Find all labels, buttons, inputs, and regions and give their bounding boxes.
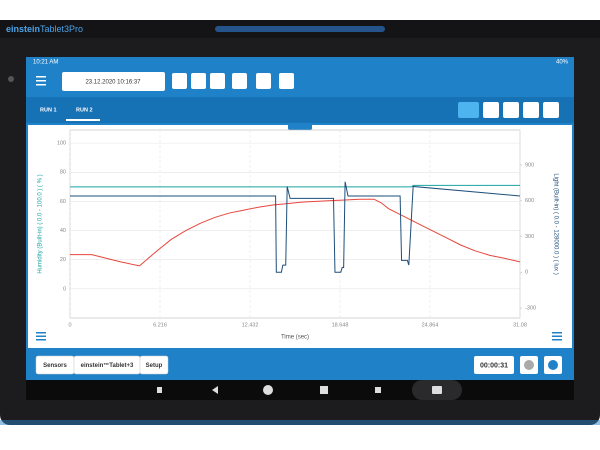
y2-tick-label: 300 [525, 234, 534, 240]
camera [8, 76, 14, 82]
y2-tick-label: 600 [525, 198, 534, 204]
brand: einsteinTablet3Pro [6, 24, 83, 34]
data-line [70, 184, 520, 188]
chart-panel [28, 125, 572, 348]
x-tick-label: 31.08 [513, 322, 527, 328]
timer-box [474, 356, 514, 374]
tablet-edge [0, 420, 600, 425]
x-tick-label: 18.648 [332, 322, 349, 328]
bottom-buttons: Sensors einstein™Tablet+3 Setup [35, 355, 169, 375]
tool-button[interactable] [232, 73, 247, 89]
tab[interactable]: RUN 1 [40, 107, 57, 113]
y2-tick-label: -300 [525, 305, 536, 311]
chart: 0 20 40 60 80 100 -300 0 300 600 900 0 6.216 12.432 18… [38, 129, 558, 341]
menu-button[interactable] [36, 76, 46, 86]
y-axis-title: Humidity (Built-in) ( 0.0 - 100.0 ) ( % … [38, 174, 44, 273]
x-tick-label: 0 [68, 322, 71, 328]
y-tick-label: 80 [60, 170, 66, 176]
led-icons [215, 26, 385, 32]
tool-button[interactable] [210, 73, 225, 89]
menu-line [36, 76, 46, 78]
tab-bar [26, 97, 574, 123]
file-button[interactable] [543, 102, 559, 118]
brand-prefix: einstein [6, 24, 40, 34]
date-text: 23.12.2020 10:16:37 [85, 80, 141, 86]
table-view-button[interactable] [483, 102, 499, 118]
y-tick-label: 40 [60, 228, 66, 234]
wifi-button[interactable] [503, 102, 519, 118]
bottom-button-label: Sensors [43, 363, 67, 369]
y2-tick-label: 900 [525, 162, 534, 168]
x-tick-label: 24.864 [422, 322, 439, 328]
y-tick-label: 100 [57, 141, 66, 147]
tab[interactable]: RUN 2 [76, 107, 93, 113]
y-tick-label: 0 [63, 286, 66, 292]
nav-bar [26, 380, 574, 400]
brand-suffix: Tablet3Pro [40, 24, 83, 34]
menu-line [36, 332, 46, 334]
menu-line [36, 84, 46, 86]
data-line [70, 181, 521, 273]
menu-line [552, 339, 562, 341]
graph-view-button[interactable] [458, 102, 479, 118]
recent-button[interactable] [320, 386, 328, 394]
share-button[interactable] [191, 73, 206, 89]
menu-line [36, 335, 46, 337]
volume-down[interactable] [157, 387, 162, 393]
bottom-button[interactable] [139, 355, 169, 375]
menu-line [36, 339, 46, 341]
menu-line [552, 335, 562, 337]
status-battery: 40% [556, 60, 569, 66]
volume-up[interactable] [375, 387, 381, 393]
x-tick-label: 12.432 [242, 322, 259, 328]
bottom-button-label: einstein™Tablet+3 [81, 362, 134, 369]
tool-button[interactable] [279, 73, 294, 89]
panel-menu-left[interactable] [36, 332, 46, 341]
y-tick-label: 60 [60, 199, 66, 205]
timer: 00:00:31 [480, 362, 508, 369]
camera-icon [432, 386, 442, 394]
x-tick-label: 6.216 [153, 322, 167, 328]
home-button[interactable] [263, 385, 273, 395]
tab-underline [66, 119, 100, 121]
save-button[interactable] [172, 73, 187, 89]
plot-frame [69, 129, 521, 319]
y-tick-label: 20 [60, 257, 66, 263]
x-axis-title: Time (sec) [281, 335, 309, 341]
bottom-button-label: Setup [146, 363, 163, 369]
play-icon [548, 360, 558, 370]
status-time: 10:21 AM [33, 60, 58, 66]
tool-button[interactable] [256, 73, 271, 89]
menu-line [552, 332, 562, 334]
y2-axis-title: Light (Built-in) ( 0.0 - 128000.0 ) ( lu… [552, 173, 558, 274]
stop-icon [524, 360, 534, 370]
menu-line [36, 80, 46, 82]
data-line [70, 198, 521, 267]
map-button[interactable] [523, 102, 539, 118]
back-button[interactable] [212, 386, 218, 394]
y2-tick-label: 0 [525, 270, 528, 276]
panel-menu-right[interactable] [552, 332, 562, 341]
date-box[interactable] [62, 72, 165, 91]
dropdown-tab[interactable] [288, 123, 312, 130]
